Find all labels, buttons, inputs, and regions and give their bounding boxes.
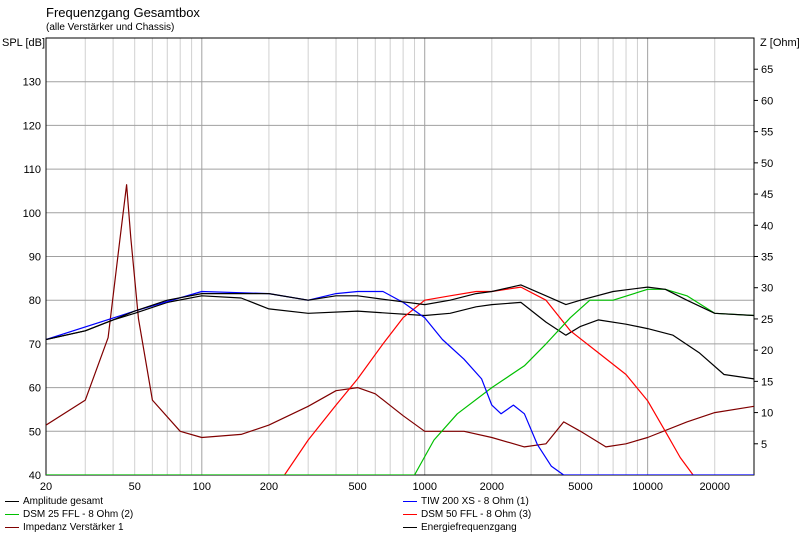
- y-left-axis-label: SPL [dB]: [2, 37, 45, 49]
- x-tick-label: 1000: [412, 481, 436, 493]
- y-right-tick-label: 65: [761, 64, 773, 76]
- y-left-tick-label: 120: [23, 120, 41, 132]
- legend-label: DSM 25 FFL - 8 Ohm (2): [23, 509, 134, 520]
- x-tick-label: 20000: [699, 481, 730, 493]
- y-right-tick-label: 20: [761, 345, 773, 357]
- legend-label: TIW 200 XS - 8 Ohm (1): [421, 496, 529, 507]
- legend-swatch-dsm25: [5, 513, 19, 515]
- series-line-energiefrequenzgang: [46, 295, 754, 380]
- y-left-tick-label: 80: [29, 295, 41, 307]
- y-right-tick-label: 40: [761, 220, 773, 232]
- y-right-tick-label: 45: [761, 189, 773, 201]
- y-left-tick-label: 90: [29, 252, 41, 264]
- x-tick-label: 5000: [568, 481, 592, 493]
- x-tick-label: 20: [40, 481, 52, 493]
- y-right-tick-label: 15: [761, 376, 773, 388]
- x-tick-label: 50: [129, 481, 141, 493]
- legend-swatch-energie: [403, 526, 417, 528]
- legend-swatch-tiw200: [403, 500, 417, 502]
- y-right-tick-label: 10: [761, 408, 773, 420]
- x-tick-label: 2000: [480, 481, 504, 493]
- legend-swatch-dsm50: [403, 513, 417, 515]
- legend-swatch-impedanz: [5, 526, 19, 528]
- y-left-tick-label: 70: [29, 339, 41, 351]
- legend-item-impedanz: Impedanz Verstärker 1: [5, 522, 124, 534]
- legend-item-energie: Energiefrequenzgang: [403, 522, 517, 534]
- y-left-tick-label: 100: [23, 208, 41, 220]
- y-right-tick-label: 35: [761, 252, 773, 264]
- legend-label: DSM 50 FFL - 8 Ohm (3): [421, 509, 532, 520]
- legend-label: Impedanz Verstärker 1: [23, 522, 124, 533]
- legend-label: Amplitude gesamt: [23, 496, 104, 507]
- chart-title: Frequenzgang Gesamtbox: [46, 5, 200, 20]
- y-right-tick-label: 30: [761, 283, 773, 295]
- y-left-tick-label: 40: [29, 470, 41, 482]
- legend-item-amplitude-gesamt: Amplitude gesamt: [5, 496, 103, 508]
- series-line-amplitude-gesamt: [46, 284, 754, 341]
- x-tick-label: 200: [260, 481, 278, 493]
- y-left-tick-label: 110: [23, 164, 41, 176]
- legend-swatch-amplitude-gesamt: [5, 500, 19, 502]
- y-right-tick-label: 55: [761, 127, 773, 139]
- x-tick-label: 100: [193, 481, 211, 493]
- series-line-dsm-25-ffl-8-ohm-2: [46, 288, 754, 475]
- chart-subtitle: (alle Verstärker und Chassis): [46, 22, 175, 33]
- y-right-tick-label: 50: [761, 158, 773, 170]
- y-left-tick-label: 50: [29, 426, 41, 438]
- y-left-tick-label: 130: [23, 77, 41, 89]
- legend-item-tiw200: TIW 200 XS - 8 Ohm (1): [403, 496, 529, 508]
- legend-item-dsm50: DSM 50 FFL - 8 Ohm (3): [403, 509, 531, 521]
- y-right-tick-label: 5: [761, 439, 767, 451]
- x-tick-label: 500: [348, 481, 366, 493]
- series-line-impedanz-verst-rker-1: [46, 184, 754, 448]
- y-right-tick-label: 60: [761, 95, 773, 107]
- y-right-axis-label: Z [Ohm]: [760, 37, 800, 49]
- x-tick-label: 10000: [632, 481, 663, 493]
- y-right-tick-label: 25: [761, 314, 773, 326]
- legend-label: Energiefrequenzgang: [421, 522, 517, 533]
- y-left-tick-label: 60: [29, 383, 41, 395]
- legend-item-dsm25: DSM 25 FFL - 8 Ohm (2): [5, 509, 133, 521]
